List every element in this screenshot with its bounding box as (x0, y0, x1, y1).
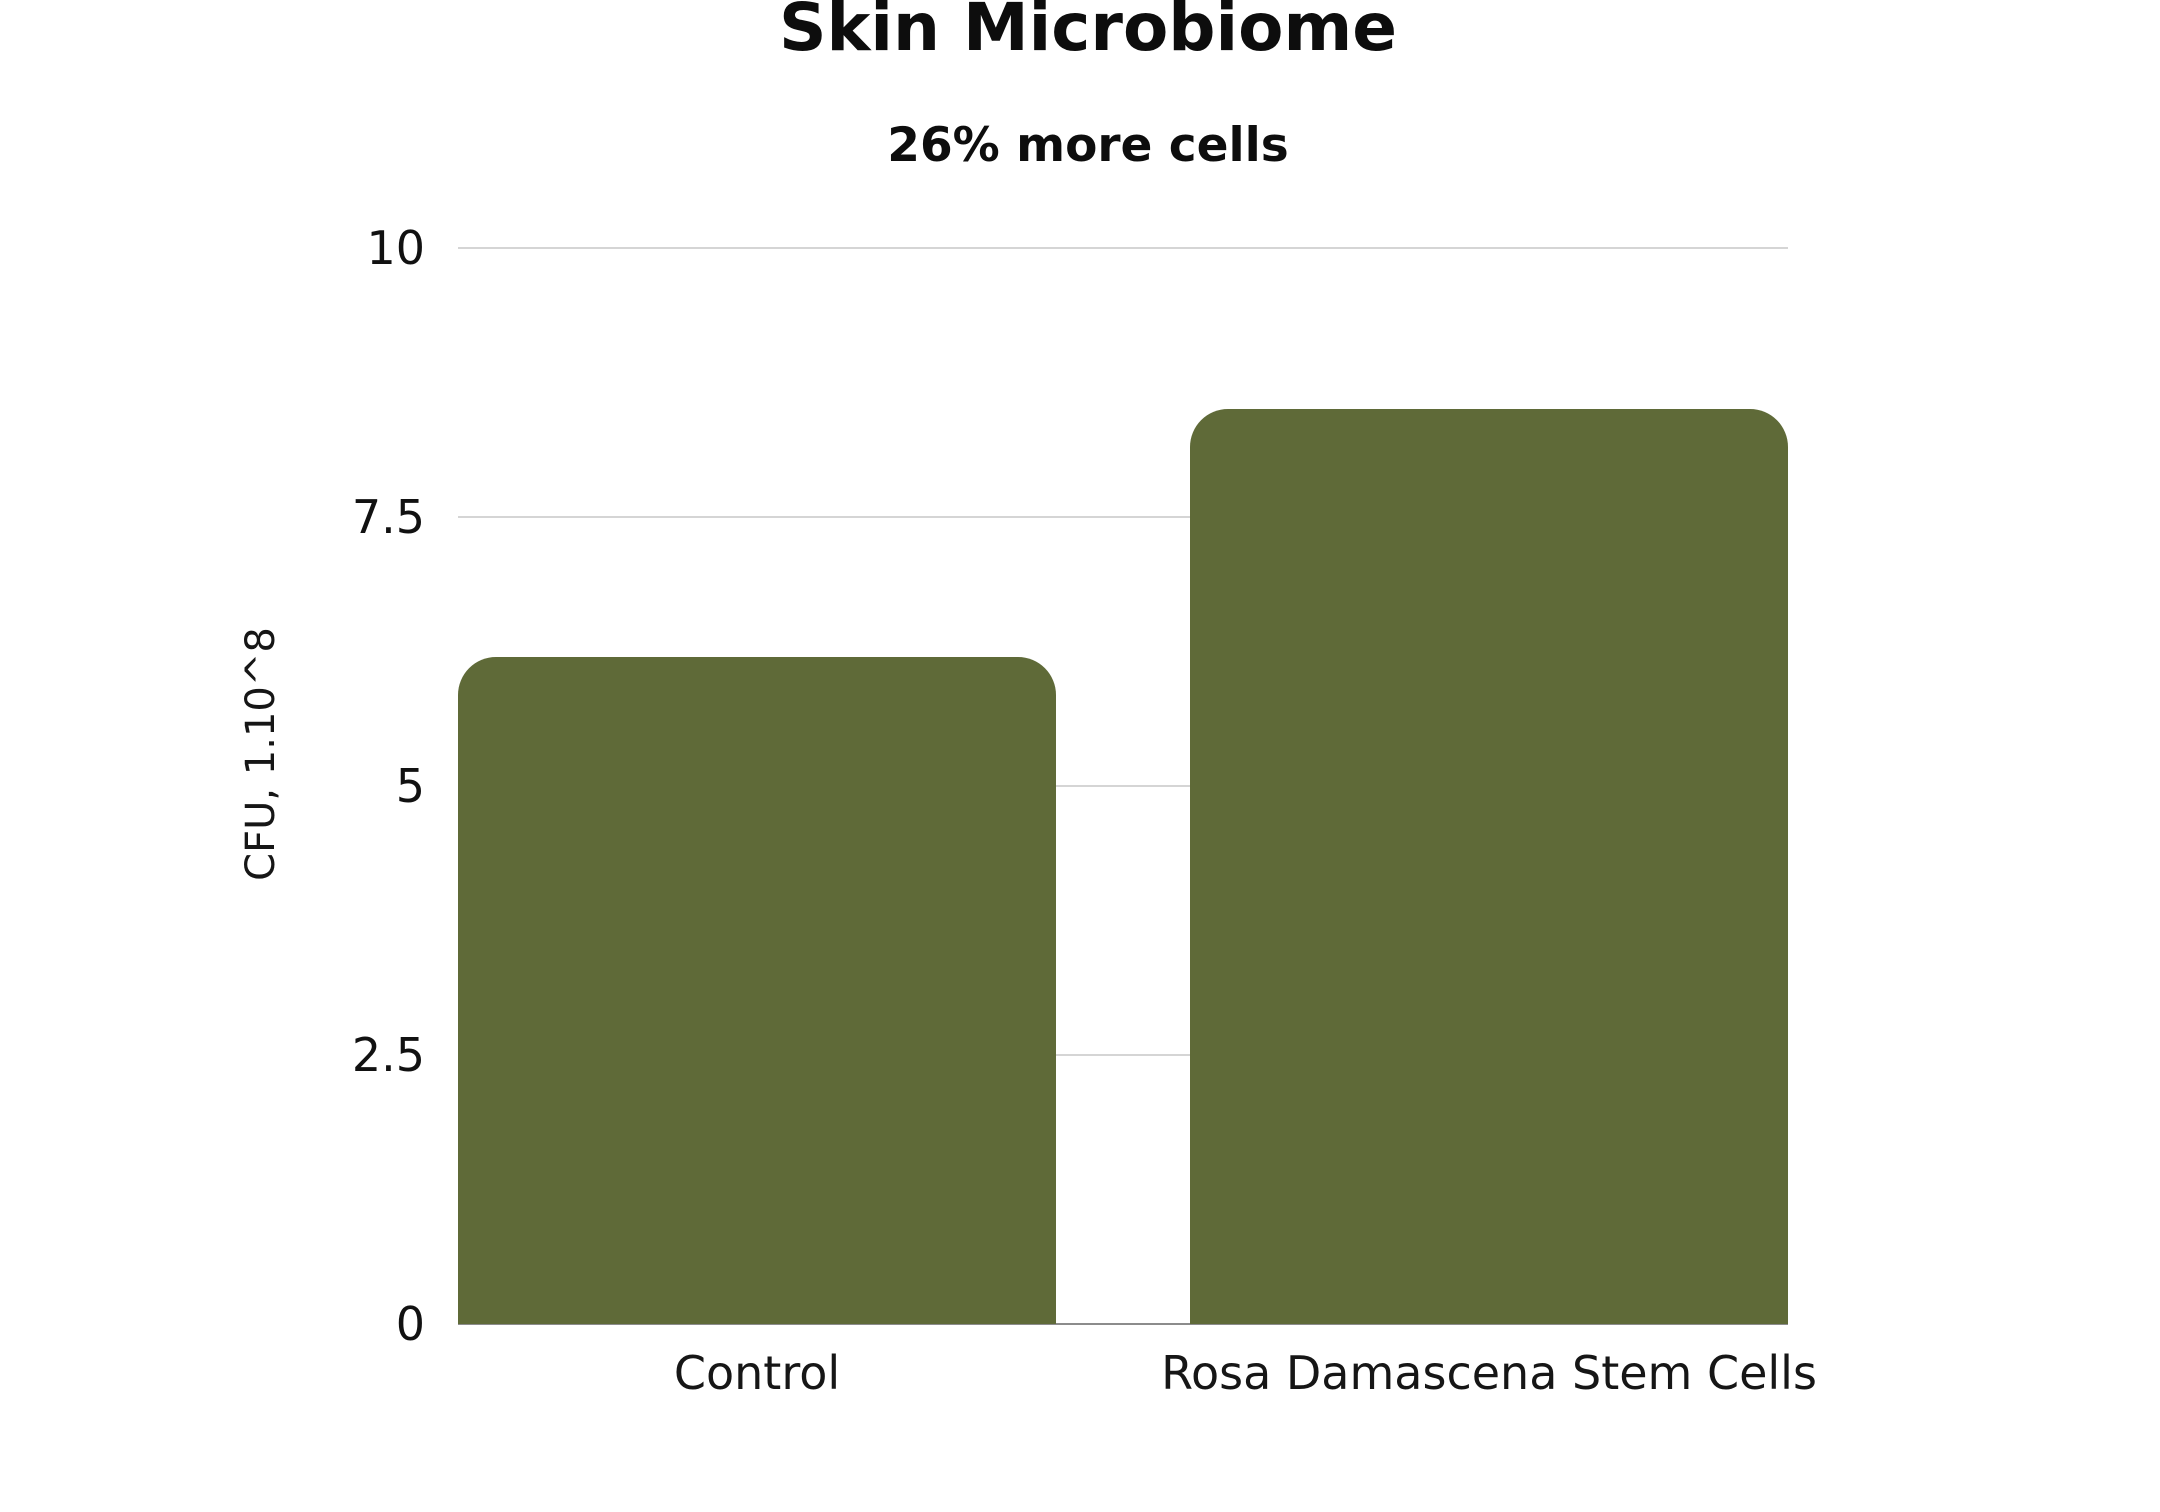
y-tick-label-5: 5 (395, 759, 425, 813)
y-tick-label-10: 10 (366, 221, 425, 275)
y-axis-title: CFU, 1.10^8 (238, 627, 284, 881)
x-axis-label-control: Control (673, 1346, 841, 1400)
chart-title: Skin Microbiome (778, 0, 1398, 66)
gridline-5 (458, 785, 1788, 787)
y-tick-label-2.5: 2.5 (351, 1028, 425, 1082)
y-tick-label-0: 0 (395, 1297, 425, 1351)
chart-subtitle: 26% more cells (887, 118, 1289, 173)
gridline-0 (458, 1323, 1788, 1325)
bar-rosa-damascena-stem-cells (1190, 409, 1788, 1324)
bar-control (458, 656, 1056, 1324)
x-axis-label-rosa-damascena-stem-cells: Rosa Damascena Stem Cells (1161, 1346, 1817, 1400)
gridline-7.5 (458, 516, 1788, 518)
gridline-2.5 (458, 1054, 1788, 1056)
gridline-10 (458, 247, 1788, 249)
y-tick-label-7.5: 7.5 (351, 490, 425, 544)
